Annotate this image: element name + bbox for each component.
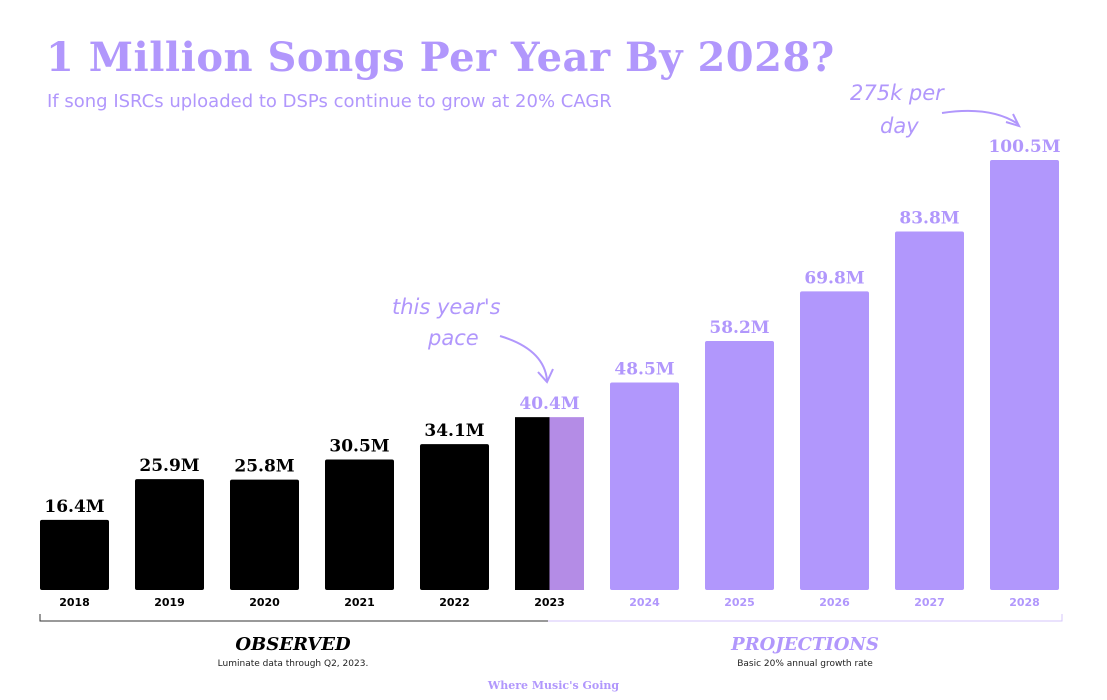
value-labels-group: 16.4M 25.9M 25.8M 30.5M 34.1M 40.4M 48.5M 58.2M… [44, 137, 1060, 517]
x-tick-labels-group: 2018 2019 2020 2021 2022 2023 2024 2025 2026 2027… [59, 596, 1040, 609]
x-tick-2026: 2026 [819, 596, 850, 609]
bar-2027 [895, 231, 964, 590]
value-label-2020: 25.8M [234, 457, 294, 477]
x-tick-2024: 2024 [629, 596, 660, 609]
value-label-2022: 34.1M [424, 421, 484, 441]
bar-2022 [420, 444, 489, 590]
value-label-2023: 40.4M [519, 394, 579, 414]
annotation-line: this year's [392, 295, 501, 319]
value-label-2028: 100.5M [988, 137, 1060, 157]
bars-group [40, 160, 1059, 590]
chart-subtitle: If song ISRCs uploaded to DSPs continue … [47, 91, 612, 112]
observed-bracket [39, 614, 548, 622]
x-tick-2019: 2019 [154, 596, 185, 609]
annotation-line: pace [427, 326, 479, 350]
annotation-arrow [941, 109, 1019, 125]
footer-brand: Where Music's Going [487, 679, 620, 692]
value-label-2018: 16.4M [44, 497, 104, 517]
x-tick-2021: 2021 [344, 596, 375, 609]
value-label-2027: 83.8M [899, 208, 959, 228]
x-tick-2020: 2020 [249, 596, 280, 609]
projections-label: PROJECTIONS [730, 634, 879, 655]
observed-note: Luminate data through Q2, 2023. [218, 659, 369, 669]
x-tick-2028: 2028 [1009, 596, 1040, 609]
bar-2023-projected [549, 417, 584, 590]
bar-2021 [325, 459, 394, 590]
value-label-2024: 48.5M [614, 359, 674, 379]
annotation-line: day [880, 114, 919, 138]
bar-2026 [800, 291, 869, 590]
value-label-2021: 30.5M [329, 437, 389, 457]
annotation-line: 275k per [850, 81, 945, 105]
bar-2028 [990, 160, 1059, 590]
bar-2025 [705, 340, 774, 590]
projections-note: Basic 20% annual growth rate [737, 659, 873, 669]
x-tick-2025: 2025 [724, 596, 755, 609]
bar-2020 [230, 479, 299, 590]
annotation-arrowhead [537, 368, 554, 384]
value-label-2025: 58.2M [709, 318, 769, 338]
bar-2018 [40, 519, 109, 590]
annotation-arrow [499, 335, 548, 381]
annotation-arrowhead [1005, 113, 1021, 128]
bar-2023-observed [515, 417, 550, 590]
bar-2019 [135, 479, 204, 590]
bar-2024 [610, 382, 679, 590]
chart-title: 1 Million Songs Per Year By 2028? [46, 34, 835, 81]
x-tick-2022: 2022 [439, 596, 470, 609]
x-tick-2027: 2027 [914, 596, 945, 609]
x-tick-2023: 2023 [534, 596, 565, 609]
value-label-2026: 69.8M [804, 268, 864, 288]
observed-label: OBSERVED [235, 634, 351, 655]
annotation-this-years-pace: this year's pace [392, 295, 554, 384]
value-label-2019: 25.9M [139, 456, 199, 476]
annotation-275k-per-day: 275k per day [850, 81, 1021, 138]
x-tick-2018: 2018 [59, 596, 90, 609]
projections-bracket [548, 614, 1063, 622]
